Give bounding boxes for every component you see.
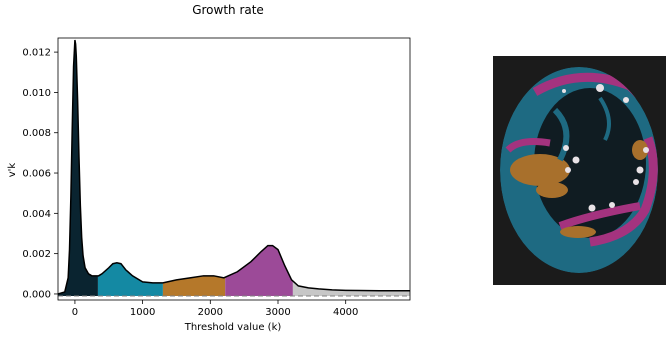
amber-patch-mid: [536, 182, 568, 198]
highlight-spot: [588, 204, 596, 212]
teal-streak: [552, 107, 570, 162]
plot-frame: [57, 37, 411, 301]
highlight-spot: [636, 166, 644, 174]
highlight-spot: [563, 145, 569, 151]
x-tick-label: 3000: [265, 307, 290, 318]
filled-regions: [58, 40, 410, 296]
x-tick-label: 1000: [130, 307, 155, 318]
highlight-spot: [633, 179, 639, 185]
magenta-band-right: [589, 136, 658, 247]
y-axis-label: v'k: [7, 163, 18, 178]
y-tick-label: 0.012: [22, 48, 51, 59]
x-axis-label: Threshold value (k): [184, 322, 282, 333]
region-fill-5: [292, 281, 410, 296]
region-fill-3: [162, 275, 226, 296]
y-tick-label: 0.002: [22, 249, 51, 260]
y-tick-label: 0.010: [22, 88, 51, 99]
teal-streak: [598, 96, 611, 141]
highlight-spot: [572, 156, 580, 164]
x-tick-label: 4000: [333, 307, 358, 318]
density-curve: [57, 39, 410, 295]
chart: 0 1000 2000 3000 4000 0.0000.0020.0040.0060.…: [7, 37, 411, 333]
region-fill-4: [225, 245, 293, 296]
y-tick-label: 0.006: [22, 169, 51, 180]
magenta-band-bottom: [558, 202, 641, 230]
amber-patch-left: [510, 154, 570, 186]
magenta-band-left: [505, 138, 551, 153]
x-tick-label: 0: [72, 307, 78, 318]
highlight-spot: [562, 89, 566, 93]
highlight-spot: [609, 202, 615, 208]
y-axis: 0.000 0.002 0.004 0.006 0.008 0.010 0.012: [22, 48, 58, 300]
amber-patch-right: [632, 140, 648, 160]
y-tick-label: 0.008: [22, 128, 51, 139]
highlight-spot: [596, 84, 604, 92]
x-axis: 0 1000 2000 3000 4000: [72, 300, 358, 318]
highlight-spot: [623, 97, 629, 103]
highlight-spot: [643, 147, 649, 153]
chart-title: Growth rate: [192, 3, 264, 17]
highlight-spot: [565, 167, 571, 173]
region-fill-2: [97, 262, 163, 296]
x-tick-label: 2000: [198, 307, 223, 318]
region-fill-1: [58, 40, 98, 296]
y-tick-label: 0.004: [22, 209, 51, 220]
amber-patch-bottom: [560, 226, 596, 238]
y-tick-label: 0.000: [22, 289, 51, 300]
segmentation-image: [493, 56, 666, 285]
